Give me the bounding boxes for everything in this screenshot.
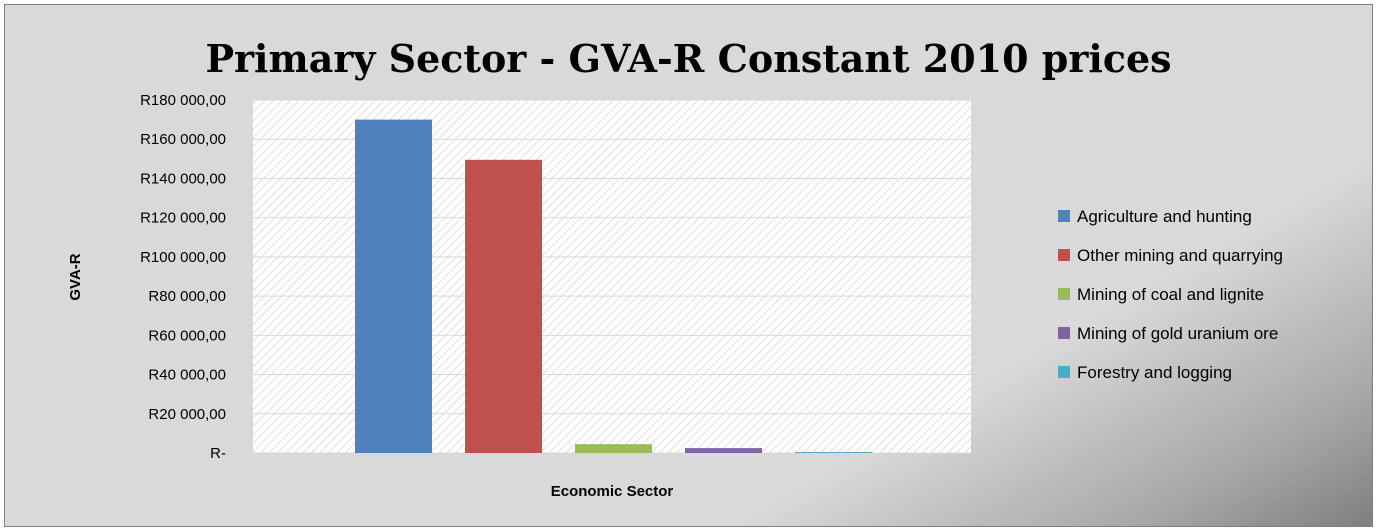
legend-label: Mining of coal and lignite [1077,285,1264,304]
y-tick-label: R20 000,00 [148,406,226,423]
legend-swatch [1058,366,1070,378]
legend-swatch [1058,210,1070,222]
bar-5 [795,452,872,453]
bar-4 [685,448,762,453]
legend-label: Agriculture and hunting [1077,207,1252,226]
legend-swatch [1058,288,1070,300]
y-tick-label: R40 000,00 [148,367,226,384]
y-tick-label: R120 000,00 [140,210,226,227]
legend-label: Mining of gold uranium ore [1077,324,1278,343]
y-axis-title: GVA-R [67,253,84,300]
legend-swatch [1058,327,1070,339]
y-tick-label: R60 000,00 [148,327,226,344]
chart-title: Primary Sector - GVA-R Constant 2010 pri… [205,36,1172,81]
y-tick-label: R80 000,00 [148,288,226,305]
legend-label: Other mining and quarrying [1077,246,1283,265]
legend-label: Forestry and logging [1077,363,1232,382]
bar-3 [575,444,652,453]
bar-1 [355,119,432,453]
y-tick-label: R140 000,00 [140,170,226,187]
y-tick-label: R100 000,00 [140,249,226,266]
bar-2 [465,159,542,453]
y-tick-label: R160 000,00 [140,131,226,148]
x-axis-title: Economic Sector [551,483,674,500]
y-tick-label: R- [210,445,226,462]
y-tick-label: R180 000,00 [140,92,226,109]
legend-swatch [1058,249,1070,261]
